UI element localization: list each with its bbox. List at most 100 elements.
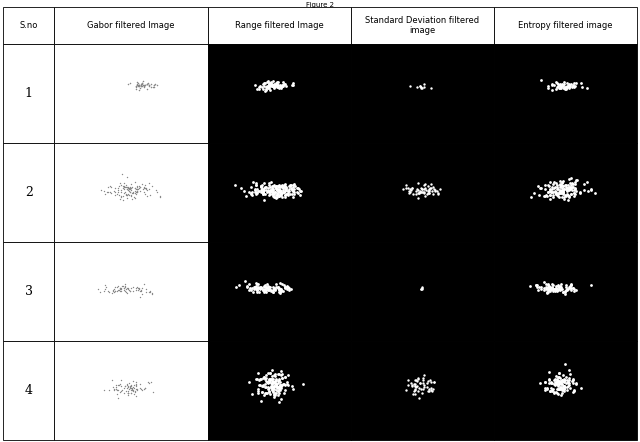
Point xyxy=(556,377,566,385)
Point xyxy=(545,187,556,194)
Point xyxy=(535,184,545,191)
Point xyxy=(273,391,284,398)
Point xyxy=(139,84,149,91)
Point xyxy=(281,186,291,193)
Point xyxy=(424,186,435,193)
Point xyxy=(550,379,560,386)
Point xyxy=(129,385,140,392)
Point xyxy=(410,376,420,383)
Point xyxy=(555,375,565,382)
Point xyxy=(552,389,563,396)
Point xyxy=(134,85,145,92)
Point xyxy=(556,187,566,194)
Point xyxy=(269,188,280,195)
Point xyxy=(269,392,280,399)
Bar xyxy=(207,242,351,341)
Point xyxy=(545,186,555,193)
Point xyxy=(271,375,281,382)
Point xyxy=(572,177,582,184)
Point xyxy=(129,193,139,200)
Point xyxy=(561,183,572,191)
Point xyxy=(147,183,157,190)
Point xyxy=(99,386,109,393)
Point xyxy=(276,286,286,293)
Point xyxy=(284,187,294,194)
Point xyxy=(125,185,136,192)
Point xyxy=(255,182,266,189)
Point xyxy=(559,388,569,395)
Point xyxy=(534,380,545,387)
Point xyxy=(566,281,576,288)
Point xyxy=(543,182,554,189)
Bar xyxy=(3,7,54,44)
Point xyxy=(410,383,420,390)
Point xyxy=(103,183,113,191)
Point xyxy=(540,286,550,293)
Point xyxy=(541,285,552,292)
Point xyxy=(547,284,557,291)
Point xyxy=(257,86,268,93)
Point xyxy=(545,179,556,186)
Point xyxy=(124,286,134,293)
Point xyxy=(281,83,291,90)
Point xyxy=(269,372,280,379)
Point xyxy=(533,182,543,189)
Point xyxy=(117,282,127,289)
Point xyxy=(257,83,268,90)
Point xyxy=(556,385,566,392)
Point xyxy=(276,381,286,388)
Point xyxy=(272,190,282,197)
Point xyxy=(134,184,145,191)
Point xyxy=(566,285,576,292)
Point xyxy=(264,286,274,293)
Point xyxy=(123,191,133,198)
Point xyxy=(547,82,557,89)
Bar xyxy=(493,341,637,440)
Point xyxy=(101,284,111,291)
Point xyxy=(553,287,563,294)
Point xyxy=(276,183,287,190)
Point xyxy=(406,381,417,389)
Point xyxy=(275,381,285,388)
Point xyxy=(554,190,564,197)
Point xyxy=(551,378,561,385)
Point xyxy=(543,285,553,292)
Point xyxy=(113,387,123,394)
Point xyxy=(564,183,574,191)
Point xyxy=(551,380,561,387)
Point xyxy=(122,191,132,198)
Point xyxy=(268,188,278,195)
Point xyxy=(417,283,428,290)
Point xyxy=(135,184,145,191)
Point xyxy=(428,190,438,197)
Point xyxy=(556,380,566,387)
Point xyxy=(552,183,562,191)
Point xyxy=(243,280,253,287)
Point xyxy=(545,284,556,291)
Point xyxy=(544,285,554,292)
Point xyxy=(280,181,291,188)
Point xyxy=(266,382,276,389)
Point xyxy=(273,387,283,394)
Point xyxy=(130,387,140,394)
Point xyxy=(264,79,274,86)
Point xyxy=(132,79,143,86)
Point xyxy=(152,82,163,89)
Point xyxy=(136,80,147,87)
Text: Range filtered Image: Range filtered Image xyxy=(235,21,323,30)
Point xyxy=(142,85,152,92)
Point xyxy=(407,185,417,192)
Point xyxy=(120,189,131,196)
Point xyxy=(247,391,257,398)
Point xyxy=(253,381,264,388)
Point xyxy=(131,286,141,293)
Point xyxy=(543,288,553,295)
Point xyxy=(116,377,126,384)
Point xyxy=(557,80,568,88)
Point xyxy=(559,385,569,392)
Point xyxy=(131,392,141,400)
Point xyxy=(131,381,141,388)
Point xyxy=(263,283,273,290)
Point xyxy=(550,286,561,293)
Point xyxy=(568,181,578,188)
